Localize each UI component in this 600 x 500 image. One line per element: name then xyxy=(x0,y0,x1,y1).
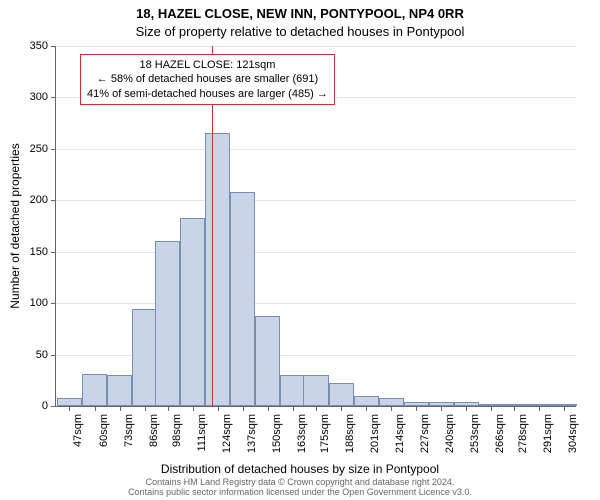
ytick-mark xyxy=(51,303,56,304)
xtick-mark xyxy=(341,406,342,411)
xtick-label: 291sqm xyxy=(542,414,554,453)
histogram-bar xyxy=(354,396,379,406)
xtick-mark xyxy=(69,406,70,411)
histogram-bar xyxy=(230,192,255,406)
ytick-label: 300 xyxy=(18,91,48,103)
xtick-label: 201sqm xyxy=(369,414,381,453)
xtick-label: 227sqm xyxy=(419,414,431,453)
xtick-mark xyxy=(218,406,219,411)
xtick-mark xyxy=(466,406,467,411)
annotation-line: 41% of semi-detached houses are larger (… xyxy=(87,87,328,101)
xtick-mark xyxy=(416,406,417,411)
xtick-label: 111sqm xyxy=(196,414,208,452)
ytick-label: 50 xyxy=(18,349,48,361)
xtick-label: 124sqm xyxy=(221,414,233,453)
xtick-mark xyxy=(366,406,367,411)
xtick-mark xyxy=(316,406,317,411)
xtick-mark xyxy=(168,406,169,411)
xtick-label: 150sqm xyxy=(271,414,283,453)
xtick-mark xyxy=(120,406,121,411)
footer-line-2: Contains public sector information licen… xyxy=(0,488,600,498)
xtick-label: 47sqm xyxy=(72,414,84,447)
ytick-label: 150 xyxy=(18,246,48,258)
histogram-bar xyxy=(57,398,82,406)
ytick-label: 350 xyxy=(18,40,48,52)
xtick-mark xyxy=(268,406,269,411)
xtick-label: 73sqm xyxy=(123,414,135,447)
xtick-mark xyxy=(539,406,540,411)
xtick-label: 214sqm xyxy=(394,414,406,453)
xtick-mark xyxy=(514,406,515,411)
ytick-mark xyxy=(51,355,56,356)
xtick-label: 175sqm xyxy=(319,414,331,453)
gridline xyxy=(56,303,576,304)
xtick-label: 240sqm xyxy=(444,414,456,453)
ytick-label: 200 xyxy=(18,194,48,206)
xtick-label: 278sqm xyxy=(517,414,529,453)
histogram-bar xyxy=(329,383,354,406)
ytick-label: 0 xyxy=(18,400,48,412)
xtick-mark xyxy=(564,406,565,411)
ytick-mark xyxy=(51,46,56,47)
chart-footer: Contains HM Land Registry data © Crown c… xyxy=(0,478,600,498)
xtick-mark xyxy=(391,406,392,411)
xtick-label: 266sqm xyxy=(494,414,506,453)
chart-container: 18, HAZEL CLOSE, NEW INN, PONTYPOOL, NP4… xyxy=(0,0,600,500)
xtick-label: 253sqm xyxy=(469,414,481,453)
annotation-box: 18 HAZEL CLOSE: 121sqm← 58% of detached … xyxy=(80,54,335,105)
xtick-mark xyxy=(491,406,492,411)
histogram-bar xyxy=(82,374,107,406)
ytick-mark xyxy=(51,149,56,150)
gridline xyxy=(56,200,576,201)
histogram-bar xyxy=(155,241,180,406)
histogram-bar xyxy=(303,375,328,406)
xtick-mark xyxy=(145,406,146,411)
ytick-mark xyxy=(51,406,56,407)
histogram-bar xyxy=(379,398,404,406)
histogram-bar xyxy=(132,309,157,406)
ytick-label: 100 xyxy=(18,297,48,309)
xtick-label: 86sqm xyxy=(148,414,160,447)
xtick-label: 98sqm xyxy=(171,414,183,447)
y-axis-label: Number of detached properties xyxy=(8,143,22,308)
histogram-bar xyxy=(107,375,132,406)
annotation-line: 18 HAZEL CLOSE: 121sqm xyxy=(87,58,328,72)
xtick-label: 163sqm xyxy=(296,414,308,453)
histogram-bar xyxy=(280,375,305,406)
xtick-mark xyxy=(193,406,194,411)
histogram-bar xyxy=(205,133,230,406)
gridline xyxy=(56,46,576,47)
xtick-mark xyxy=(441,406,442,411)
xtick-label: 304sqm xyxy=(567,414,579,453)
xtick-label: 188sqm xyxy=(344,414,356,453)
xtick-mark xyxy=(243,406,244,411)
gridline xyxy=(56,149,576,150)
xtick-label: 137sqm xyxy=(246,414,258,453)
plot-area: 18 HAZEL CLOSE: 121sqm← 58% of detached … xyxy=(55,46,576,407)
annotation-line: ← 58% of detached houses are smaller (69… xyxy=(87,72,328,86)
histogram-bar xyxy=(180,218,205,406)
xtick-label: 60sqm xyxy=(98,414,110,447)
x-axis-label: Distribution of detached houses by size … xyxy=(0,462,600,476)
xtick-mark xyxy=(293,406,294,411)
ytick-label: 250 xyxy=(18,143,48,155)
ytick-mark xyxy=(51,97,56,98)
chart-title-sub: Size of property relative to detached ho… xyxy=(0,24,600,39)
xtick-mark xyxy=(95,406,96,411)
ytick-mark xyxy=(51,252,56,253)
ytick-mark xyxy=(51,200,56,201)
histogram-bar xyxy=(255,316,280,407)
gridline xyxy=(56,252,576,253)
chart-title-main: 18, HAZEL CLOSE, NEW INN, PONTYPOOL, NP4… xyxy=(0,6,600,21)
